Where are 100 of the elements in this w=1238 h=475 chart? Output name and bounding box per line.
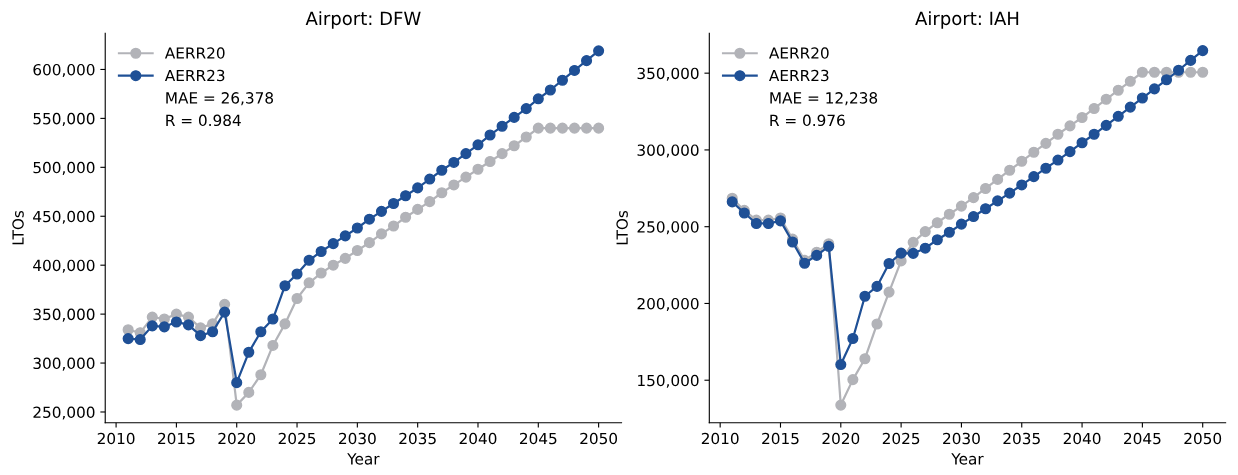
y-tick-label: 600,000 [33, 63, 95, 78]
point [871, 280, 883, 292]
point [1040, 162, 1052, 174]
x-tick-label: 2040 [459, 432, 497, 445]
point [339, 230, 351, 242]
x-tick-label: 2050 [1184, 432, 1222, 445]
point [315, 267, 327, 279]
point [1124, 101, 1136, 113]
point [1160, 74, 1173, 86]
x-tick-label: 2045 [1124, 432, 1161, 445]
point [955, 200, 967, 212]
point [883, 257, 895, 270]
point [1136, 66, 1148, 78]
point [243, 346, 255, 358]
point [1185, 54, 1197, 66]
point [170, 316, 182, 328]
point [980, 182, 992, 195]
x-tick-label: 2030 [339, 432, 376, 445]
chart-title: Airport: DFW [305, 11, 421, 29]
point [448, 179, 460, 191]
x-tick-label: 2040 [1063, 432, 1101, 445]
x-tick-label: 2020 [822, 432, 860, 445]
point [231, 399, 243, 411]
y-tick-label: 350,000 [637, 67, 699, 81]
point [1100, 93, 1112, 105]
point [207, 326, 219, 338]
point [1148, 83, 1161, 95]
legend-label: AERR23 [164, 69, 225, 82]
x-tick-label: 2010 [97, 432, 135, 445]
x-axis-title: Year [347, 453, 380, 465]
point [520, 131, 532, 143]
point [327, 238, 339, 250]
point [508, 111, 520, 123]
point [1040, 137, 1052, 149]
point [460, 148, 472, 160]
point [919, 226, 931, 238]
point [243, 386, 255, 398]
point [835, 359, 847, 371]
x-tick-label: 2020 [218, 432, 256, 445]
point [267, 313, 279, 325]
y-tick-label: 500,000 [33, 161, 95, 175]
point [762, 217, 774, 230]
point [291, 292, 303, 305]
point [943, 226, 955, 238]
point [1112, 84, 1124, 96]
point [544, 84, 556, 96]
annotation: MAE = 12,238 [770, 92, 878, 106]
y-tick-label: 250,000 [637, 221, 699, 235]
point [556, 74, 568, 86]
point [1185, 66, 1197, 78]
point [363, 237, 375, 249]
point [1028, 146, 1040, 158]
point [1052, 154, 1064, 166]
point [931, 234, 943, 246]
point [194, 330, 207, 342]
y-tick-label: 400,000 [33, 259, 95, 273]
annotation: R = 0.976 [770, 114, 845, 127]
y-tick-label: 200,000 [637, 297, 699, 312]
y-tick-label: 300,000 [637, 144, 699, 158]
point [1136, 92, 1148, 104]
point [1088, 102, 1100, 115]
point [520, 103, 532, 115]
point [146, 320, 158, 332]
x-tick-label: 2035 [1003, 432, 1040, 445]
point [496, 148, 508, 160]
point [556, 122, 568, 134]
point [460, 171, 472, 183]
point [1197, 45, 1209, 57]
point [448, 156, 460, 168]
point [750, 217, 762, 230]
point [1197, 66, 1209, 78]
point [339, 252, 351, 264]
point [424, 173, 436, 185]
point [871, 318, 883, 330]
point [568, 122, 581, 134]
point [219, 306, 231, 318]
point [931, 217, 943, 229]
point [255, 369, 267, 381]
point [496, 120, 508, 132]
point [919, 242, 931, 254]
point [436, 164, 448, 176]
annotation: R = 0.984 [166, 114, 241, 127]
annotation: MAE = 26,378 [166, 92, 274, 106]
point [580, 122, 593, 134]
point [424, 196, 436, 208]
point [532, 122, 544, 134]
x-tick-label: 2045 [519, 432, 557, 445]
point [279, 318, 291, 330]
point [859, 353, 871, 365]
point [303, 254, 315, 266]
point [387, 197, 400, 210]
point [1064, 120, 1076, 132]
legend-label: AERR23 [769, 69, 829, 82]
point [568, 64, 581, 76]
point [967, 211, 980, 223]
point [158, 321, 170, 333]
y-axis-title: LTOs [12, 210, 24, 245]
point [508, 140, 520, 152]
y-axis-title: LTOs [616, 210, 628, 245]
x-tick-label: 2030 [943, 432, 980, 445]
